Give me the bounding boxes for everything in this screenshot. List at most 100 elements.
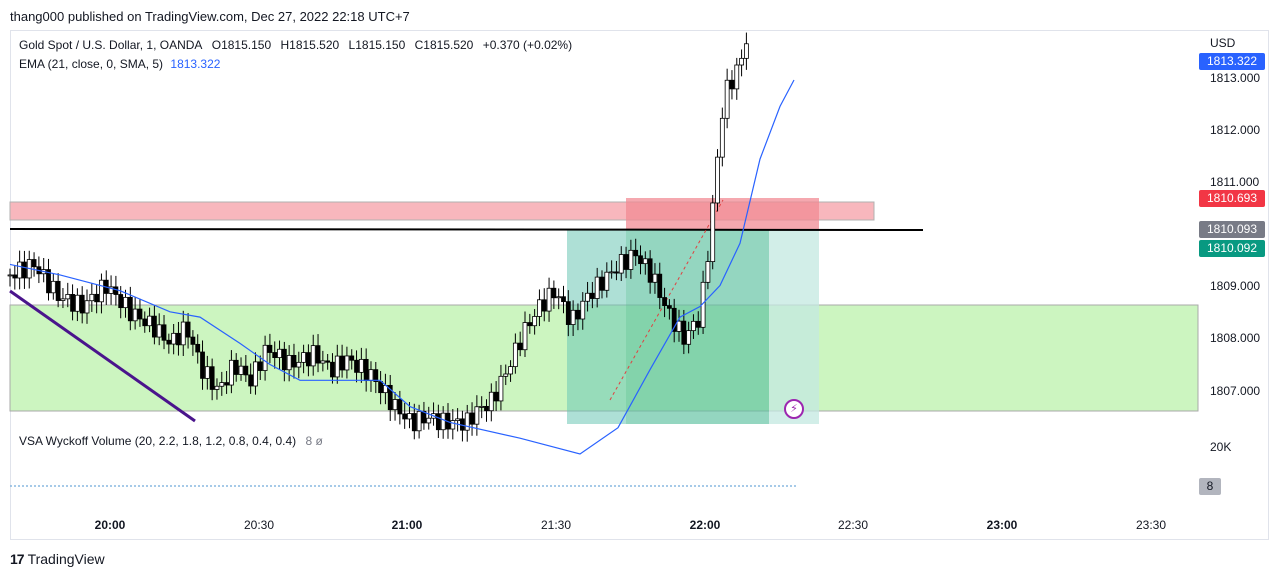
candle-body[interactable] — [686, 330, 692, 345]
candle-body[interactable] — [556, 296, 562, 299]
candle-body[interactable] — [387, 384, 393, 411]
candle-body[interactable] — [517, 342, 523, 351]
candle-body[interactable] — [407, 413, 412, 420]
ema-line[interactable] — [9, 79, 795, 455]
candle-body[interactable] — [344, 355, 350, 371]
candle-body[interactable] — [228, 359, 234, 386]
position-target-zone[interactable] — [626, 198, 819, 230]
candle-body[interactable] — [224, 382, 229, 386]
candle-body[interactable] — [243, 365, 249, 376]
candle-body[interactable] — [291, 354, 297, 368]
candle-body[interactable] — [55, 280, 61, 301]
candle-body[interactable] — [512, 342, 518, 368]
candle-body[interactable] — [589, 292, 595, 299]
candle-body[interactable] — [638, 255, 643, 265]
candle-body[interactable] — [715, 156, 720, 204]
candle-body[interactable] — [623, 254, 629, 270]
candle-body[interactable] — [662, 297, 667, 306]
candle-body[interactable] — [161, 324, 167, 341]
candle-body[interactable] — [373, 369, 379, 382]
candle-body[interactable] — [7, 274, 13, 277]
candle-body[interactable] — [190, 336, 196, 345]
candle-body[interactable] — [691, 320, 696, 332]
candle-body[interactable] — [508, 366, 513, 375]
candle-body[interactable] — [84, 300, 90, 314]
candle-body[interactable] — [113, 286, 119, 295]
candle-body[interactable] — [272, 352, 278, 359]
candle-body[interactable] — [440, 412, 446, 431]
candlestick-series[interactable] — [7, 32, 749, 442]
candle-body[interactable] — [705, 261, 711, 283]
candle-body[interactable] — [541, 299, 547, 312]
candle-body[interactable] — [349, 355, 355, 361]
candle-body[interactable] — [12, 274, 18, 279]
candle-body[interactable] — [618, 254, 624, 274]
candle-body[interactable] — [647, 258, 653, 283]
candle-body[interactable] — [156, 324, 162, 338]
candle-body[interactable] — [435, 413, 441, 431]
candle-body[interactable] — [108, 286, 114, 294]
candle-body[interactable] — [743, 43, 749, 59]
candle-body[interactable] — [204, 366, 210, 379]
candle-body[interactable] — [325, 360, 331, 363]
candle-body[interactable] — [171, 332, 177, 345]
candle-body[interactable] — [214, 385, 220, 390]
candle-body[interactable] — [195, 343, 201, 353]
candle-body[interactable] — [397, 399, 403, 415]
candle-body[interactable] — [681, 320, 687, 345]
candle-body[interactable] — [358, 358, 364, 373]
candle-body[interactable] — [219, 382, 225, 387]
candle-body[interactable] — [710, 202, 716, 262]
candle-body[interactable] — [426, 417, 432, 424]
candle-body[interactable] — [368, 369, 374, 382]
candle-body[interactable] — [614, 271, 619, 274]
resistance-line[interactable] — [9, 228, 924, 231]
candle-body[interactable] — [628, 249, 634, 270]
candle-body[interactable] — [65, 294, 71, 300]
candle-body[interactable] — [570, 309, 576, 325]
candle-body[interactable] — [402, 413, 408, 420]
candle-body[interactable] — [238, 365, 244, 375]
candle-body[interactable] — [455, 418, 461, 421]
candle-body[interactable] — [561, 296, 566, 303]
ema-legend[interactable]: EMA (21, close, 0, SMA, 5) 1813.322 — [19, 57, 220, 71]
candle-body[interactable] — [200, 351, 205, 379]
candle-body[interactable] — [137, 308, 143, 320]
candle-body[interactable] — [296, 361, 302, 368]
candle-body[interactable] — [60, 298, 66, 301]
candle-body[interactable] — [89, 293, 95, 302]
candle-body[interactable] — [464, 412, 470, 431]
candle-body[interactable] — [176, 332, 181, 346]
candle-body[interactable] — [257, 361, 263, 371]
candle-body[interactable] — [233, 359, 239, 375]
candle-body[interactable] — [127, 296, 133, 322]
candle-body[interactable] — [739, 57, 744, 66]
candle-body[interactable] — [585, 292, 590, 302]
candle-body[interactable] — [334, 355, 340, 378]
candle-body[interactable] — [671, 307, 677, 332]
candle-body[interactable] — [70, 294, 75, 312]
candle-body[interactable] — [450, 420, 456, 430]
candle-body[interactable] — [484, 405, 489, 412]
candle-body[interactable] — [339, 355, 345, 371]
candle-body[interactable] — [479, 405, 485, 408]
purple-trendline[interactable] — [9, 289, 196, 423]
candle-body[interactable] — [676, 320, 682, 332]
candle-body[interactable] — [286, 354, 292, 371]
candle-body[interactable] — [185, 321, 191, 338]
candle-body[interactable] — [301, 352, 306, 363]
candle-body[interactable] — [411, 413, 417, 432]
candle-body[interactable] — [546, 287, 552, 312]
candle-body[interactable] — [22, 261, 27, 279]
candle-body[interactable] — [416, 410, 422, 432]
candle-body[interactable] — [132, 308, 138, 322]
candle-body[interactable] — [330, 361, 335, 378]
candle-body[interactable] — [392, 399, 398, 411]
candle-body[interactable] — [118, 294, 124, 309]
candle-body[interactable] — [147, 315, 152, 327]
candle-body[interactable] — [724, 79, 730, 119]
candle-body[interactable] — [180, 321, 186, 346]
candle-body[interactable] — [99, 279, 104, 303]
candle-body[interactable] — [474, 406, 480, 425]
candle-body[interactable] — [522, 322, 528, 351]
